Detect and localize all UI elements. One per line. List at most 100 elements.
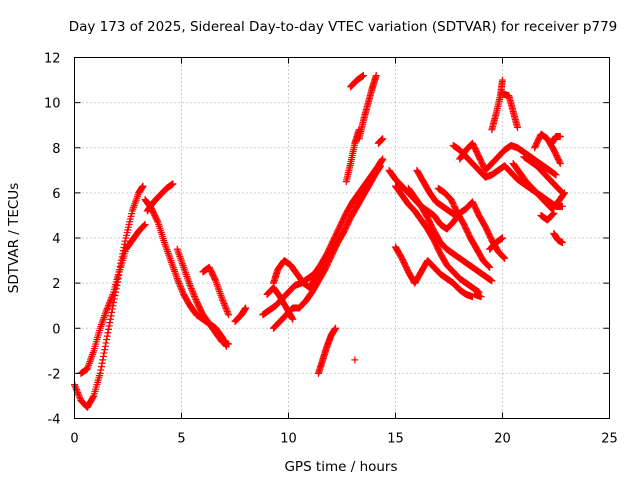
data-point <box>499 234 506 242</box>
series-arc-aj <box>537 209 558 224</box>
data-point <box>477 293 485 301</box>
data-point <box>191 292 199 300</box>
data-point <box>500 254 508 262</box>
data-point <box>288 314 296 322</box>
data-point <box>106 319 114 327</box>
data-point <box>242 304 250 312</box>
data-point <box>101 346 109 354</box>
data-point <box>372 72 380 80</box>
data-point <box>75 392 83 400</box>
series-arc-k <box>263 284 297 323</box>
series-arc-p <box>351 356 359 364</box>
y-tick-label-12: 12 <box>44 52 61 67</box>
data-point <box>556 158 564 166</box>
series-arc-u <box>404 184 496 285</box>
data-point <box>153 217 161 225</box>
data-point <box>219 298 227 306</box>
data-point <box>558 189 566 197</box>
series-arc-ai <box>548 132 564 147</box>
data-point <box>289 315 297 323</box>
data-point <box>177 284 185 292</box>
axis-ticks <box>74 57 610 419</box>
data-point <box>173 275 181 283</box>
data-point <box>71 382 79 390</box>
data-point <box>359 72 367 80</box>
data-point <box>141 220 149 228</box>
data-point <box>377 162 385 170</box>
data-point <box>222 304 230 312</box>
data-point <box>225 311 233 319</box>
x-tick-label-20: 20 <box>494 432 511 447</box>
data-point <box>108 292 116 300</box>
series-arc-e <box>173 245 233 348</box>
series-arc-a <box>71 220 149 411</box>
data-point <box>103 305 111 313</box>
series-arc-o <box>347 72 367 91</box>
y-tick-label-2: 2 <box>52 277 60 292</box>
data-point <box>176 281 184 289</box>
data-point <box>558 239 566 247</box>
data-point <box>116 262 124 270</box>
data-point <box>140 221 148 229</box>
series-arc-l <box>314 324 340 377</box>
data-point <box>119 250 127 258</box>
series-arc-ac <box>499 90 521 131</box>
x-tick-label-5: 5 <box>177 432 185 447</box>
data-point <box>97 366 105 374</box>
data-point <box>558 188 566 196</box>
chart-title: Day 173 of 2025, Sidereal Day-to-day VTE… <box>69 19 618 35</box>
data-point <box>178 286 186 294</box>
data-point <box>99 356 107 364</box>
data-point <box>178 287 186 295</box>
x-tick-label-15: 15 <box>387 432 404 447</box>
data-point <box>106 297 114 305</box>
x-axis-label: GPS time / hours <box>284 459 397 475</box>
series-arc-t <box>392 243 477 301</box>
data-point <box>108 294 116 302</box>
data-point <box>107 295 115 303</box>
data-point <box>556 132 564 140</box>
data-point <box>169 180 177 188</box>
data-point <box>107 312 115 320</box>
data-point <box>499 253 507 261</box>
data-point <box>550 209 558 217</box>
data-point <box>115 266 123 274</box>
data-point <box>379 155 387 163</box>
series-arc-ag <box>531 130 564 168</box>
data-point <box>103 306 111 314</box>
data-point <box>225 340 233 348</box>
data-point <box>105 325 113 333</box>
data-point <box>558 202 566 210</box>
data-point <box>105 301 113 309</box>
data-point <box>379 135 387 143</box>
data-point <box>105 322 113 330</box>
series-arc-w <box>434 184 494 271</box>
series-arc-ah <box>550 229 566 247</box>
series-arc-ad <box>486 234 506 253</box>
data-point <box>117 256 125 264</box>
data-point <box>174 276 182 284</box>
data-point <box>96 369 104 377</box>
data-point <box>106 315 114 323</box>
data-point <box>501 254 509 262</box>
data-point <box>188 286 196 294</box>
data-point <box>76 393 84 401</box>
series-arc-j <box>270 248 333 292</box>
y-tick-label--4: -4 <box>48 413 61 428</box>
y-tick-label-8: 8 <box>52 142 60 157</box>
data-point <box>549 211 557 219</box>
series-arc-v <box>413 166 459 219</box>
data-point <box>176 283 184 291</box>
data-point <box>484 262 492 270</box>
series-arc-s <box>392 182 483 296</box>
data-point <box>211 276 219 284</box>
data-point <box>100 349 108 357</box>
data-point <box>556 160 564 168</box>
y-tick-label--2: -2 <box>48 367 61 382</box>
data-point <box>223 308 231 316</box>
y-tick-labels: -4 -2 0 2 4 6 8 10 12 <box>44 52 61 428</box>
y-tick-label-6: 6 <box>52 187 60 202</box>
y-tick-label-0: 0 <box>52 322 60 337</box>
series-arc-f <box>199 263 233 319</box>
